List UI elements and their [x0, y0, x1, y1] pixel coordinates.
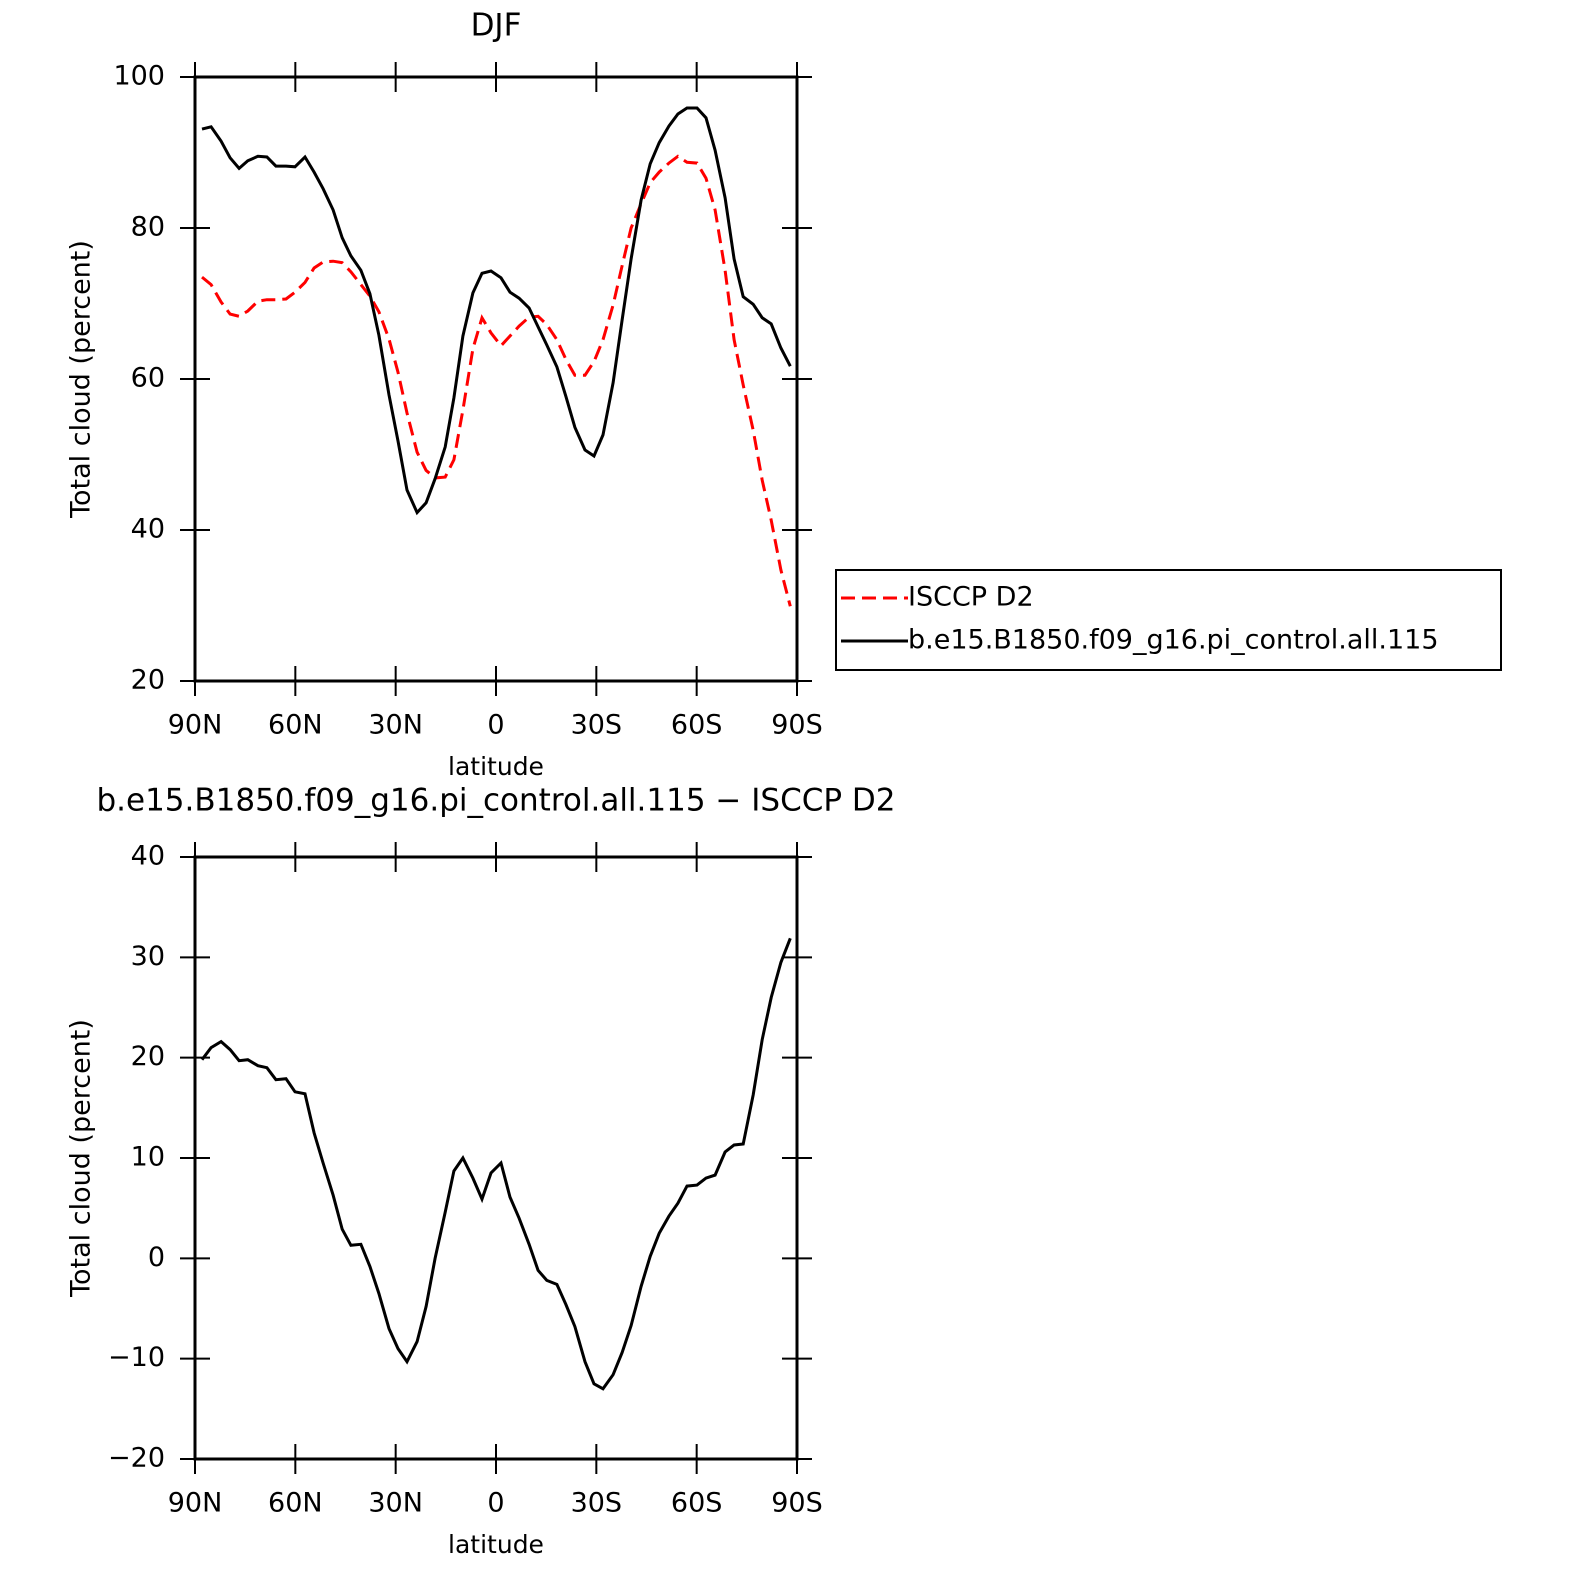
y-tick-label: 60	[131, 363, 165, 394]
x-tick-label: 30N	[368, 710, 423, 741]
plot-frame	[193, 855, 799, 1461]
x-tick-label: 90N	[168, 710, 223, 741]
data-line	[200, 937, 792, 1391]
legend-box	[835, 569, 1502, 671]
x-tick-label: 60N	[268, 1488, 323, 1519]
x-tick-label: 30S	[571, 1488, 623, 1519]
x-tick-label: 30S	[571, 710, 623, 741]
chart-title: b.e15.B1850.f09_g16.pi_control.all.115 −…	[96, 783, 895, 819]
y-tick-label: 80	[131, 212, 165, 243]
y-tick-label: 20	[131, 665, 165, 696]
x-tick-label: 90S	[771, 710, 823, 741]
y-tick-label: 30	[131, 941, 165, 972]
x-tick-label: 0	[487, 1488, 504, 1519]
x-tick-label: 90N	[168, 1488, 223, 1519]
y-axis-label: Total cloud (percent)	[66, 1019, 97, 1298]
x-axis-label: latitude	[448, 752, 544, 781]
data-line	[201, 106, 792, 516]
legend-label: b.e15.B1850.f09_g16.pi_control.all.115	[908, 625, 1439, 656]
y-axis-label: Total cloud (percent)	[66, 240, 97, 519]
x-tick-label: 60S	[671, 710, 723, 741]
y-tick-label: 40	[131, 514, 165, 545]
y-tick-label: −20	[108, 1443, 165, 1474]
x-tick-label: 0	[487, 710, 504, 741]
x-tick-label: 30N	[368, 1488, 423, 1519]
data-line	[201, 154, 792, 607]
y-tick-label: 10	[131, 1142, 165, 1173]
y-tick-label: 100	[113, 61, 165, 92]
x-tick-label: 90S	[771, 1488, 823, 1519]
x-tick-label: 60S	[671, 1488, 723, 1519]
y-tick-label: −10	[108, 1342, 165, 1373]
x-tick-label: 60N	[268, 710, 323, 741]
chart-title: DJF	[471, 8, 522, 44]
y-tick-label: 40	[131, 841, 165, 872]
y-tick-label: 20	[131, 1041, 165, 1072]
legend-label: ISCCP D2	[908, 582, 1034, 613]
x-axis-label: latitude	[448, 1530, 544, 1559]
y-tick-label: 0	[148, 1242, 165, 1273]
